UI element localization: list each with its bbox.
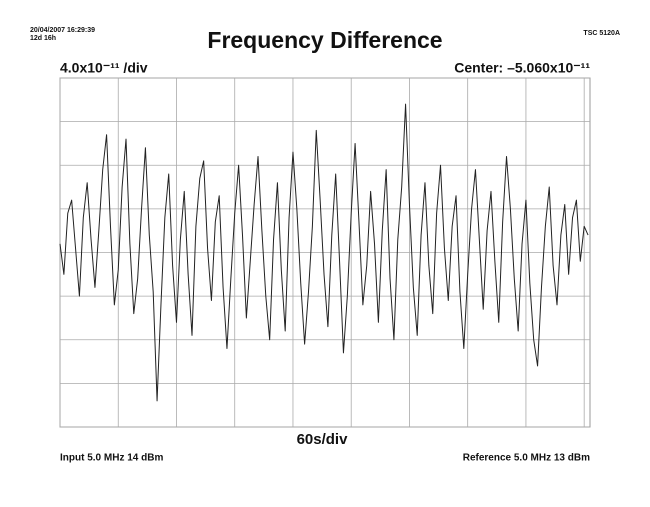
timestamp: 20/04/2007 16:29:39 [30, 27, 95, 34]
y-scale-label: 4.0x10⁻¹¹ /div [60, 60, 148, 76]
instrument: TSC 5120A [583, 30, 620, 37]
input-label: Input 5.0 MHz 14 dBm [60, 453, 163, 464]
x-scale-label: 60s/div [297, 431, 349, 448]
chart-title: Frequency Difference [207, 27, 442, 53]
center-label: Center: –5.060x10⁻¹¹ [454, 60, 590, 76]
data-line [59, 103, 589, 402]
reference-label: Reference 5.0 MHz 13 dBm [463, 453, 590, 464]
duration: 12d 16h [30, 35, 56, 42]
